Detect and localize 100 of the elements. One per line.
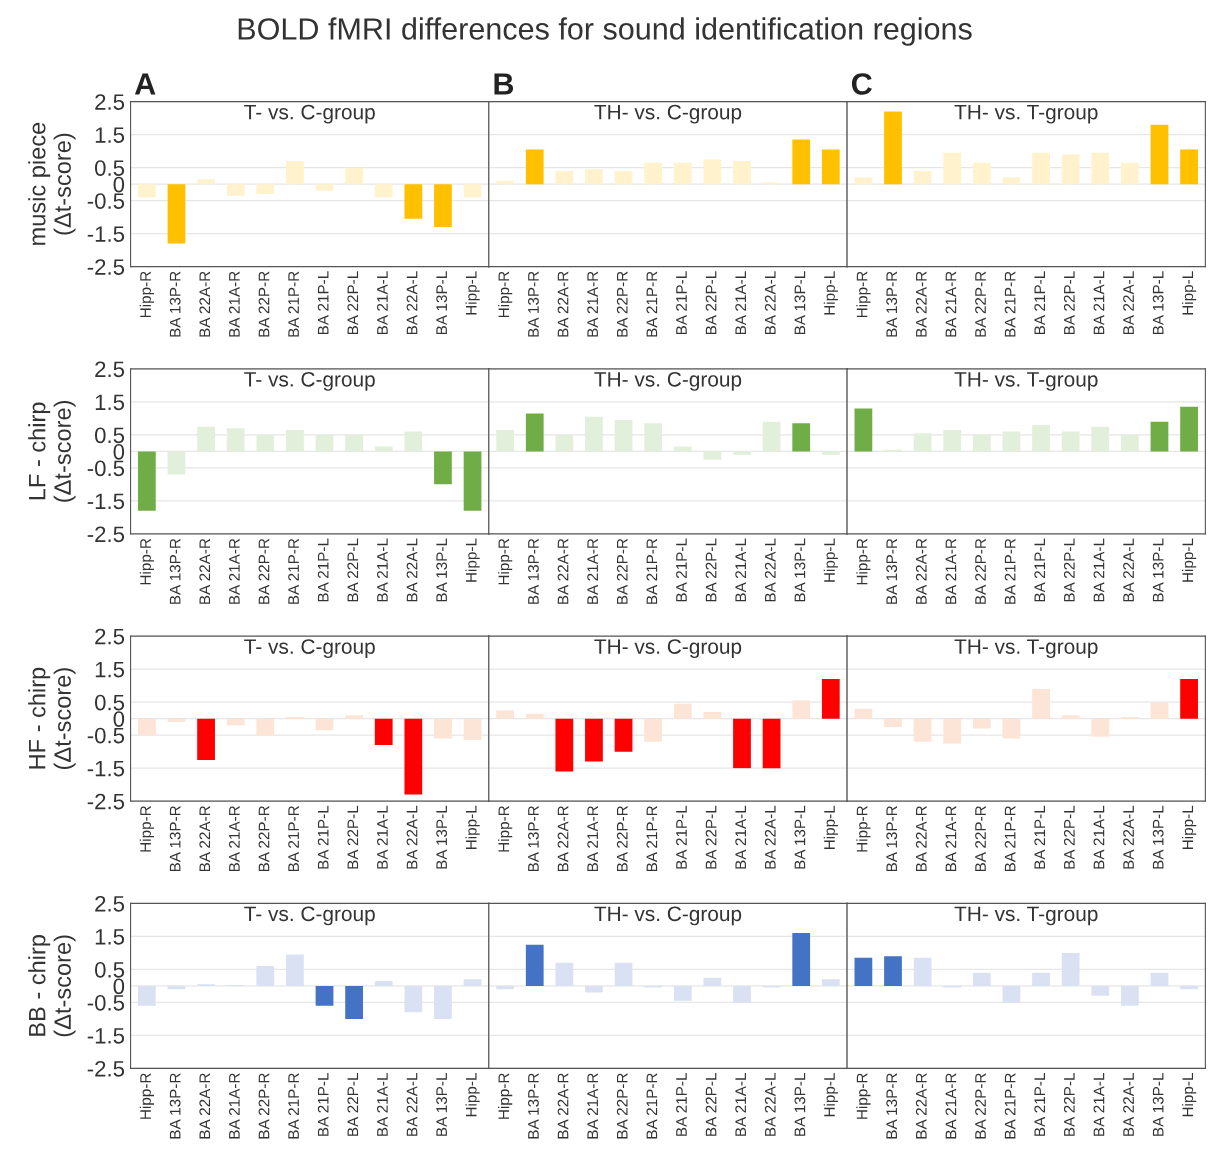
- chart-subtitle: TH- vs. C-group: [594, 906, 742, 926]
- chart-subtitle: TH- vs. C-group: [594, 371, 742, 391]
- x-tick-label: BA 22P-R: [616, 1073, 628, 1139]
- bar: [1120, 985, 1139, 1006]
- bar: [614, 170, 633, 185]
- x-tick-label: BA 21A-R: [228, 806, 240, 872]
- x-tick-label: Hipp-R: [856, 538, 871, 585]
- bar: [496, 180, 515, 185]
- bar: [821, 979, 840, 986]
- y-tick-label: 0.5: [95, 961, 125, 978]
- x-tick-label: BA 22A-L: [406, 805, 418, 869]
- y-tick-label: -0.5: [87, 193, 125, 209]
- x-tick-label: Hipp-L: [823, 1073, 838, 1117]
- bar: [972, 972, 991, 986]
- x-tick-label: BA 22A-R: [199, 806, 211, 872]
- x-tick-label: BA 21A-L: [1093, 271, 1105, 335]
- bar: [943, 152, 962, 185]
- x-tick-label: BA 21A-R: [587, 538, 598, 604]
- bar: [1002, 718, 1021, 739]
- bar: [913, 170, 932, 185]
- x-tick-label: BA 21A-L: [735, 538, 746, 602]
- bar: [374, 980, 393, 986]
- bar: [972, 718, 991, 729]
- x-tick-label: Hipp-L: [465, 271, 480, 315]
- x-tick-label: BA 21A-R: [228, 271, 240, 337]
- x-tick-label: BA 22P-L: [1063, 538, 1075, 602]
- x-tick-label: BA 21P-L: [676, 805, 687, 869]
- bar: [913, 957, 932, 986]
- x-tick-label: BA 21P-R: [1004, 1073, 1016, 1139]
- x-tick-label: Hipp-L: [1181, 1073, 1197, 1117]
- x-tick-label: BA 21P-L: [676, 538, 687, 602]
- x-tick-label: Hipp-R: [498, 271, 513, 318]
- x-tick-label: BA 13P-L: [1152, 1073, 1164, 1136]
- x-tick-label: BA 13P-R: [169, 271, 181, 337]
- y-axis-title: music piece (Δt-score): [28, 122, 76, 245]
- x-tick-label: BA 22A-L: [406, 538, 418, 602]
- x-tick-label: BA 13P-L: [794, 271, 806, 335]
- bar: [733, 718, 751, 769]
- bar: [315, 985, 334, 1006]
- bar: [167, 184, 186, 244]
- bar: [286, 161, 304, 185]
- x-tick-label: BA 22P-L: [1063, 271, 1075, 335]
- x-tick-label: BA 21P-L: [1034, 538, 1045, 602]
- chart-subtitle: T- vs. C-group: [244, 104, 375, 124]
- x-tick-label: BA 21P-R: [288, 1073, 299, 1139]
- x-tick-label: BA 22A-L: [764, 805, 776, 869]
- x-tick-label: BA 13P-L: [436, 271, 448, 335]
- x-tick-label: Hipp-R: [498, 1073, 513, 1119]
- bar: [792, 700, 811, 719]
- x-tick-label: BA 22A-R: [557, 271, 569, 337]
- x-tick-label: BA 21A-R: [945, 806, 957, 872]
- bar: [673, 985, 692, 1001]
- y-tick-label: 1.5: [95, 127, 125, 143]
- x-tick-label: BA 13P-R: [169, 538, 181, 604]
- bar: [463, 451, 482, 511]
- x-tick-label: BA 21A-L: [377, 538, 388, 602]
- x-tick-label: Hipp-L: [1181, 271, 1197, 315]
- x-tick-label: BA 21P-L: [317, 271, 329, 335]
- bar: [345, 985, 363, 1019]
- x-tick-label: BA 21A-L: [735, 271, 746, 335]
- x-tick-label: BA 22A-L: [406, 1073, 418, 1136]
- x-tick-label: BA 21P-R: [646, 538, 658, 604]
- bar: [256, 184, 275, 195]
- x-tick-label: BA 22A-L: [1123, 805, 1134, 869]
- x-tick-label: BA 13P-R: [886, 806, 898, 872]
- x-tick-label: BA 21P-L: [317, 805, 329, 869]
- x-tick-label: BA 13P-L: [436, 538, 448, 602]
- x-tick-label: BA 21A-R: [228, 538, 240, 604]
- bar: [884, 111, 902, 185]
- bar: [374, 184, 393, 198]
- bar: [792, 933, 811, 986]
- x-tick-label: BA 13P-L: [794, 805, 806, 869]
- y-tick-label: 2.5: [95, 94, 125, 110]
- y-tick-label: 0.5: [95, 160, 125, 176]
- bar: [1091, 985, 1110, 996]
- x-tick-label: BA 21A-R: [587, 271, 598, 337]
- y-axis-title: HF - chirp (Δt-score): [28, 667, 76, 769]
- bar: [733, 161, 751, 185]
- x-tick-label: BA 22P-L: [347, 538, 359, 602]
- y-tick-label: 2.5: [95, 628, 125, 645]
- x-tick-label: BA 22A-L: [406, 271, 418, 335]
- text: BOLD fMRI differences for sound identification regions: [238, 17, 972, 46]
- chart-subtitle: TH- vs. T-group: [954, 372, 1098, 391]
- y-tick-label: 1.5: [95, 394, 125, 411]
- x-tick-label: BA 22A-R: [915, 538, 927, 604]
- x-tick-label: BA 22P-R: [975, 806, 986, 872]
- x-tick-label: BA 22P-R: [616, 806, 628, 872]
- bar: [762, 718, 781, 769]
- bar: [644, 718, 663, 742]
- bar: [525, 149, 544, 185]
- bar: [913, 718, 932, 742]
- bar: [496, 710, 515, 719]
- y-tick-label: -2.5: [87, 793, 125, 810]
- x-tick-label: BA 21P-L: [1034, 271, 1045, 335]
- bar: [585, 169, 603, 185]
- bar: [854, 957, 873, 986]
- x-tick-label: BA 21A-R: [945, 271, 957, 337]
- x-tick-label: BA 21A-L: [377, 805, 388, 869]
- x-tick-label: BA 22P-L: [705, 538, 717, 602]
- bar: [1032, 688, 1050, 719]
